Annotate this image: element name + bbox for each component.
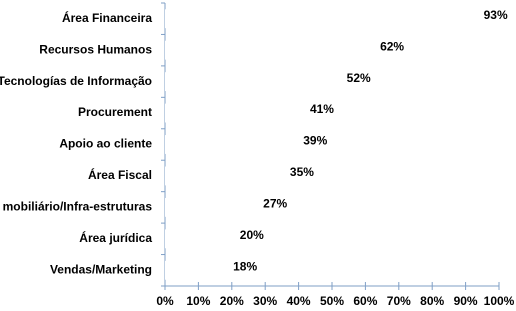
bar bbox=[165, 103, 302, 123]
data-label: 41% bbox=[310, 102, 334, 116]
x-tick-label: 20% bbox=[220, 294, 244, 308]
bar bbox=[165, 72, 339, 92]
y-tick-label: Procurement bbox=[78, 105, 152, 119]
y-tick-label: Área Fiscal bbox=[88, 167, 152, 182]
x-tick-label: 60% bbox=[353, 294, 377, 308]
y-tick-label: mobiliário/Infra-estruturas bbox=[3, 200, 153, 214]
bar bbox=[165, 166, 282, 186]
x-tick-label: 80% bbox=[420, 294, 444, 308]
x-tick-label: 0% bbox=[156, 294, 174, 308]
y-tick-label: Apoio ao cliente bbox=[59, 137, 152, 151]
x-tick-label: 50% bbox=[320, 294, 344, 308]
data-label: 27% bbox=[263, 197, 287, 211]
bar bbox=[165, 260, 226, 280]
bar bbox=[165, 135, 296, 154]
x-tick-label: 40% bbox=[287, 294, 311, 308]
data-label: 39% bbox=[303, 134, 327, 148]
data-label: 18% bbox=[233, 259, 257, 273]
bar bbox=[165, 40, 373, 60]
data-label: 20% bbox=[240, 228, 264, 242]
y-tick-label: Área Financeira bbox=[62, 10, 152, 25]
x-tick-label: 70% bbox=[387, 294, 411, 308]
x-tick-label: 10% bbox=[186, 294, 210, 308]
x-tick-label: 100% bbox=[484, 294, 515, 308]
bar bbox=[165, 9, 476, 29]
data-label: 35% bbox=[290, 165, 314, 179]
y-tick-label: Recursos Humanos bbox=[39, 42, 152, 56]
bar bbox=[165, 197, 256, 217]
data-label: 52% bbox=[347, 71, 371, 85]
x-tick-label: 30% bbox=[253, 294, 277, 308]
bar bbox=[165, 229, 232, 249]
y-tick-label: Tecnologías de Informação bbox=[0, 74, 152, 88]
data-label: 93% bbox=[484, 8, 508, 22]
y-tick-label: Vendas/Marketing bbox=[50, 262, 152, 276]
x-tick-label: 90% bbox=[454, 294, 478, 308]
y-tick-label: Área jurídica bbox=[79, 230, 152, 245]
data-label: 62% bbox=[380, 39, 404, 53]
